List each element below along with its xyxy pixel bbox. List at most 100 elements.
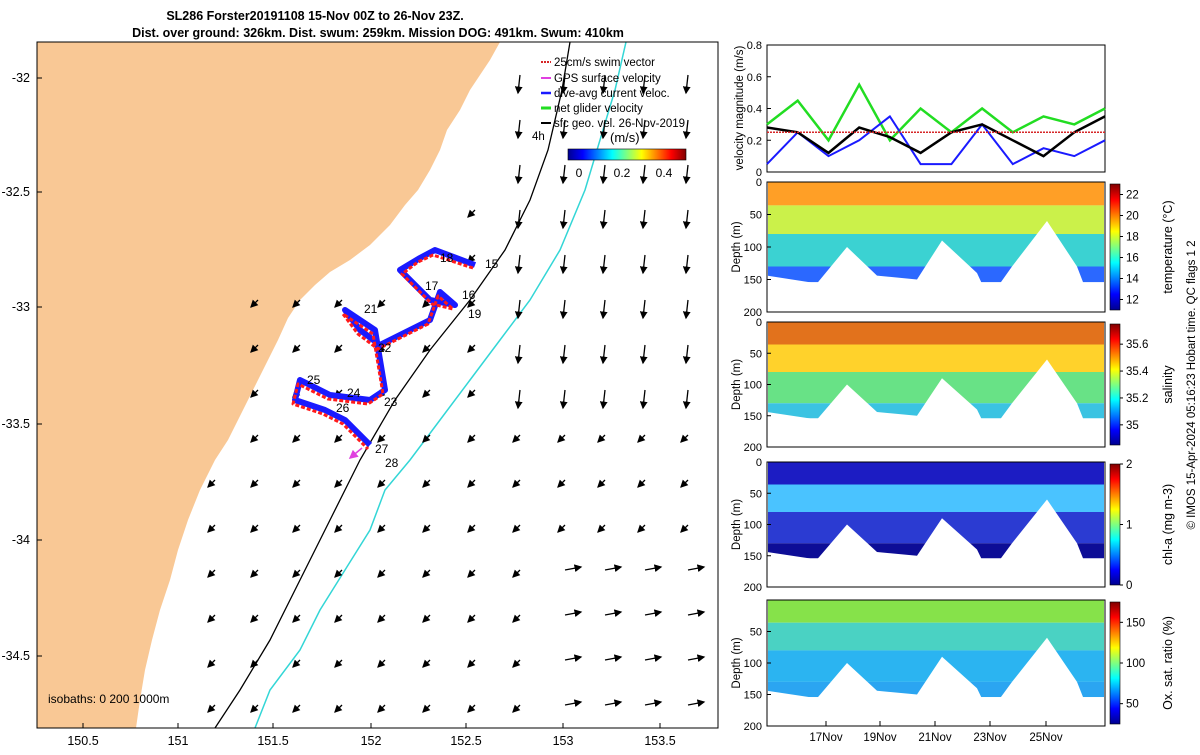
current-arrow (422, 704, 431, 713)
current-arrow (597, 524, 606, 533)
scale-label: 4h (532, 131, 545, 143)
current-arrow (682, 209, 691, 230)
current-arrow (514, 209, 523, 230)
chlorophyll-panel: 0 50 100 150 200 Depth (m) 0 1 2 chl-a (mg m-3) (731, 457, 1175, 594)
heatmap-y-tick-label: 50 (750, 627, 762, 639)
map-y-tick-label: -34 (12, 533, 30, 547)
current-arrow (512, 479, 521, 488)
legend-current-velocity-label: dive-avg current veloc. (554, 88, 670, 100)
velocity-y-tick-label: 0 (756, 167, 762, 179)
colorbar-tick-label: 35.6 (1126, 339, 1148, 351)
current-arrow (639, 119, 648, 140)
day-label: 22 (378, 341, 392, 355)
heatmap-seafloor-mask (767, 499, 1105, 587)
current-arrow (250, 524, 259, 533)
colorbar-tick-1: 0.2 (614, 166, 631, 180)
map-y-tick-label: -32.5 (2, 185, 31, 199)
colorbar-tick-label: 35.2 (1126, 393, 1148, 405)
heatmap-x-tick-label: 17Nov (809, 732, 842, 744)
current-arrow (467, 524, 476, 533)
current-arrow (377, 434, 386, 443)
velocity-y-ticks: 0 0.2 0.4 0.6 0.8 (747, 40, 771, 179)
glider-track-red (291, 253, 474, 451)
current-arrow (467, 434, 476, 443)
current-arrow (467, 659, 476, 668)
day-label: 28 (385, 456, 399, 470)
heatmap-y-tick-label: 200 (744, 307, 762, 319)
heatmap-x-tick-label: 25Nov (1029, 732, 1062, 744)
current-arrow (559, 74, 568, 95)
current-arrow (514, 299, 523, 320)
colorbar-tick-label: 50 (1126, 699, 1139, 711)
current-arrow (597, 479, 606, 488)
day-label: 17 (425, 279, 439, 293)
colorbar-tick-0: 0 (576, 166, 583, 180)
heatmap-y-tick-label: 200 (744, 582, 762, 594)
current-arrow (334, 704, 343, 713)
heatmap-y-tick-label: 50 (750, 488, 762, 500)
colorbar-tick-label: 16 (1126, 253, 1139, 265)
current-arrow (334, 344, 343, 353)
current-arrow (557, 479, 566, 488)
current-arrow (564, 564, 583, 573)
heatmap-y-tick-label: 100 (744, 242, 762, 254)
current-arrow (687, 564, 706, 573)
current-arrow (334, 614, 343, 623)
heatmap-band (768, 462, 1104, 485)
current-arrow (682, 119, 691, 140)
current-arrow (599, 209, 608, 230)
current-arrow (512, 659, 521, 668)
heatmap-y-tick-label: 150 (744, 551, 762, 563)
heatmap-colorbar (1109, 183, 1121, 311)
current-arrow (334, 659, 343, 668)
colorbar-tick-label: 150 (1126, 617, 1145, 629)
current-arrow (250, 659, 259, 668)
current-arrow (559, 164, 568, 185)
current-arrow (334, 479, 343, 488)
colorbar-tick-label: 18 (1126, 232, 1139, 244)
current-arrow (564, 654, 583, 663)
current-arrow (639, 389, 648, 410)
day-label: 21 (364, 302, 378, 316)
current-arrow (682, 164, 691, 185)
current-arrow (334, 569, 343, 578)
current-arrow (422, 659, 431, 668)
heatmap-ylabel: Depth (m) (731, 221, 743, 272)
current-arrow (604, 609, 623, 618)
map-x-tick-label: 152 (361, 734, 382, 748)
current-arrow (292, 524, 301, 533)
current-arrow (512, 614, 521, 623)
current-arrow (207, 569, 216, 578)
velocity-ylabel: velocity magnitude (m/s) (734, 46, 746, 171)
heatmap-ylabel: Depth (m) (731, 499, 743, 550)
current-arrow (682, 389, 691, 410)
current-arrow (639, 299, 648, 320)
temperature-panel: 0 50 100 150 200 Depth (m) 12 14 16 18 20 22 tempera… (731, 177, 1175, 319)
current-arrow (639, 254, 648, 275)
day-label: 23 (384, 395, 398, 409)
map-y-tick-label: -33.5 (2, 417, 31, 431)
title-line2: Dist. over ground: 326km. Dist. swum: 25… (132, 26, 624, 40)
current-arrow (334, 299, 343, 308)
current-arrow (599, 119, 608, 140)
current-arrow (564, 609, 583, 618)
current-arrow (599, 299, 608, 320)
map-y-tick-label: -33 (12, 300, 30, 314)
velocity-y-tick-label: 0.2 (747, 135, 762, 147)
current-arrow (467, 479, 476, 488)
current-arrow (512, 569, 521, 578)
current-arrow (514, 119, 523, 140)
current-arrow (377, 479, 386, 488)
current-arrow (207, 479, 216, 488)
heatmap-y-tick-label: 0 (756, 177, 762, 189)
map-y-tick-label: -34.5 (2, 649, 31, 663)
map-colorbar (567, 148, 687, 161)
current-arrow (680, 479, 689, 488)
current-arrow (559, 389, 568, 410)
heatmap-band (768, 182, 1104, 206)
current-arrow (250, 569, 259, 578)
current-arrow (422, 344, 431, 353)
colorbar-label: Ox. sat. ratio (%) (1161, 616, 1175, 710)
